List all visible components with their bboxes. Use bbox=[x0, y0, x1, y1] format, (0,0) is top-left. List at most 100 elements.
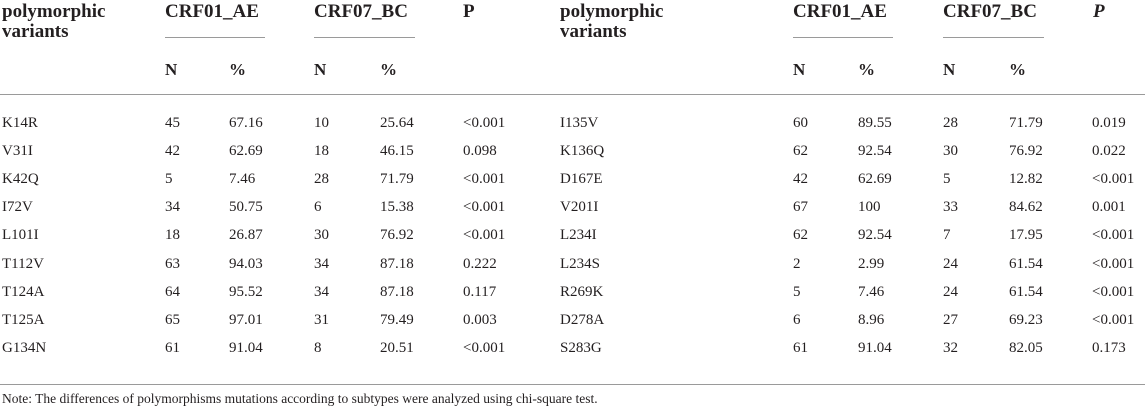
header-p-right: P bbox=[1093, 1, 1105, 22]
cell-crf07bc-n: 30 bbox=[943, 143, 958, 159]
cell-crf07bc-n: 28 bbox=[943, 115, 958, 131]
cell-crf01ae-n: 61 bbox=[793, 340, 808, 356]
cell-variant: I135V bbox=[560, 115, 599, 131]
cell-crf07bc-n: 28 bbox=[314, 171, 329, 187]
cell-p-value: 0.022 bbox=[1092, 143, 1126, 159]
cell-crf01ae-n: 63 bbox=[165, 256, 180, 272]
table-bottom-rule bbox=[0, 384, 1145, 385]
cell-variant: K136Q bbox=[560, 143, 605, 159]
cell-p-value: 0.117 bbox=[463, 284, 497, 300]
cell-crf01ae-n: 42 bbox=[793, 171, 808, 187]
cell-crf01ae-n: 6 bbox=[793, 312, 801, 328]
cell-crf07bc-n: 34 bbox=[314, 284, 329, 300]
cell-p-value: <0.001 bbox=[1092, 284, 1135, 300]
header-crf01ae-left: CRF01_AE bbox=[165, 1, 259, 22]
cell-crf01ae-pct: 7.46 bbox=[229, 171, 256, 187]
cell-p-value: <0.001 bbox=[1092, 171, 1135, 187]
cell-crf01ae-n: 62 bbox=[793, 227, 808, 243]
cell-crf01ae-pct: 94.03 bbox=[229, 256, 263, 272]
cell-p-value: <0.001 bbox=[463, 227, 506, 243]
header-p-left: P bbox=[463, 1, 475, 22]
cell-crf01ae-n: 60 bbox=[793, 115, 808, 131]
cell-crf01ae-n: 64 bbox=[165, 284, 180, 300]
cell-p-value: <0.001 bbox=[463, 115, 506, 131]
cell-crf07bc-pct: 76.92 bbox=[1009, 143, 1043, 159]
cell-crf01ae-pct: 2.99 bbox=[858, 256, 885, 272]
cell-crf01ae-n: 45 bbox=[165, 115, 180, 131]
cell-variant: L234I bbox=[560, 227, 597, 243]
cell-p-value: <0.001 bbox=[463, 171, 506, 187]
cell-crf01ae-pct: 26.87 bbox=[229, 227, 263, 243]
cell-crf07bc-pct: 12.82 bbox=[1009, 171, 1043, 187]
header-crf07bc-right: CRF07_BC bbox=[943, 1, 1037, 22]
header-crf07bc-left: CRF07_BC bbox=[314, 1, 408, 22]
group-rule-crf07bc-left bbox=[314, 37, 415, 38]
cell-crf07bc-pct: 20.51 bbox=[380, 340, 414, 356]
cell-variant: T112V bbox=[2, 256, 44, 272]
cell-crf07bc-pct: 69.23 bbox=[1009, 312, 1043, 328]
cell-crf07bc-pct: 82.05 bbox=[1009, 340, 1043, 356]
cell-crf01ae-pct: 100 bbox=[858, 199, 881, 215]
cell-crf07bc-n: 31 bbox=[314, 312, 329, 328]
cell-crf01ae-n: 34 bbox=[165, 199, 180, 215]
cell-crf01ae-pct: 91.04 bbox=[858, 340, 892, 356]
cell-variant: I72V bbox=[2, 199, 33, 215]
cell-crf07bc-pct: 61.54 bbox=[1009, 284, 1043, 300]
cell-crf01ae-pct: 8.96 bbox=[858, 312, 885, 328]
subheader-pct: % bbox=[229, 60, 246, 79]
cell-variant: L101I bbox=[2, 227, 39, 243]
cell-crf07bc-pct: 71.79 bbox=[380, 171, 414, 187]
cell-variant: V201I bbox=[560, 199, 599, 215]
cell-crf07bc-n: 30 bbox=[314, 227, 329, 243]
cell-variant: T124A bbox=[2, 284, 45, 300]
cell-variant: G134N bbox=[2, 340, 47, 356]
cell-crf01ae-pct: 92.54 bbox=[858, 143, 892, 159]
cell-crf07bc-pct: 87.18 bbox=[380, 256, 414, 272]
cell-crf01ae-pct: 62.69 bbox=[858, 171, 892, 187]
subheader-n: N bbox=[165, 60, 178, 79]
cell-variant: D278A bbox=[560, 312, 605, 328]
cell-p-value: <0.001 bbox=[1092, 227, 1135, 243]
cell-crf07bc-n: 10 bbox=[314, 115, 329, 131]
cell-crf07bc-n: 6 bbox=[314, 199, 322, 215]
cell-variant: R269K bbox=[560, 284, 604, 300]
cell-crf01ae-n: 18 bbox=[165, 227, 180, 243]
cell-p-value: <0.001 bbox=[463, 199, 506, 215]
cell-crf01ae-pct: 91.04 bbox=[229, 340, 263, 356]
cell-crf01ae-pct: 7.46 bbox=[858, 284, 885, 300]
subheader-pct: % bbox=[380, 60, 397, 79]
cell-p-value: 0.098 bbox=[463, 143, 497, 159]
cell-p-value: 0.003 bbox=[463, 312, 497, 328]
cell-crf07bc-n: 24 bbox=[943, 284, 958, 300]
cell-crf07bc-n: 7 bbox=[943, 227, 951, 243]
subheader-n: N bbox=[314, 60, 327, 79]
cell-crf01ae-n: 42 bbox=[165, 143, 180, 159]
cell-crf01ae-pct: 67.16 bbox=[229, 115, 263, 131]
cell-crf07bc-n: 34 bbox=[314, 256, 329, 272]
cell-variant: T125A bbox=[2, 312, 45, 328]
cell-variant: S283G bbox=[560, 340, 602, 356]
cell-crf07bc-n: 27 bbox=[943, 312, 958, 328]
cell-variant: K42Q bbox=[2, 171, 39, 187]
subheader-n: N bbox=[793, 60, 806, 79]
cell-crf07bc-pct: 17.95 bbox=[1009, 227, 1043, 243]
cell-crf07bc-n: 5 bbox=[943, 171, 951, 187]
header-divider bbox=[0, 94, 1145, 95]
cell-crf01ae-pct: 50.75 bbox=[229, 199, 263, 215]
group-rule-crf07bc-right bbox=[943, 37, 1044, 38]
cell-crf07bc-n: 8 bbox=[314, 340, 322, 356]
table-note: Note: The differences of polymorphisms m… bbox=[2, 391, 598, 406]
cell-crf01ae-n: 67 bbox=[793, 199, 808, 215]
cell-crf07bc-pct: 71.79 bbox=[1009, 115, 1043, 131]
cell-crf07bc-n: 33 bbox=[943, 199, 958, 215]
cell-variant: K14R bbox=[2, 115, 38, 131]
cell-crf01ae-pct: 95.52 bbox=[229, 284, 263, 300]
cell-crf07bc-pct: 61.54 bbox=[1009, 256, 1043, 272]
subheader-n: N bbox=[943, 60, 956, 79]
cell-crf01ae-pct: 62.69 bbox=[229, 143, 263, 159]
cell-crf07bc-n: 32 bbox=[943, 340, 958, 356]
group-rule-crf01ae-left bbox=[165, 37, 265, 38]
cell-crf07bc-pct: 79.49 bbox=[380, 312, 414, 328]
cell-p-value: <0.001 bbox=[463, 340, 506, 356]
cell-crf07bc-pct: 15.38 bbox=[380, 199, 414, 215]
